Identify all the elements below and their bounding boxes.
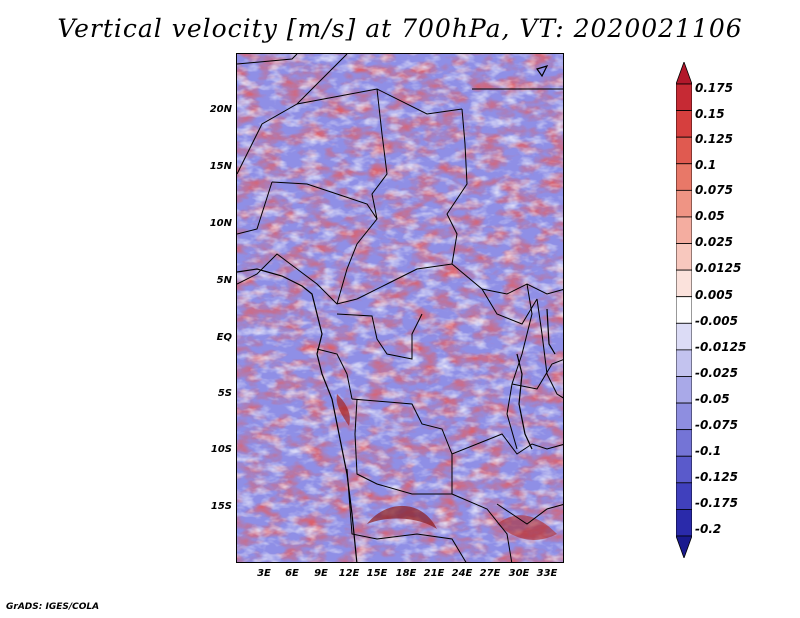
colorbar-segment bbox=[676, 455, 692, 484]
colorbar-label: -0.175 bbox=[695, 496, 738, 510]
colorbar-label: 0.1 bbox=[695, 158, 717, 172]
colorbar-segment bbox=[676, 136, 692, 165]
colorbar-label: 0.0125 bbox=[695, 261, 742, 275]
lon-label: 33E bbox=[536, 568, 558, 579]
chart-title: Vertical velocity [m/s] at 700hPa, VT: 2… bbox=[57, 14, 743, 43]
lon-label: 3E bbox=[257, 568, 271, 579]
colorbar-segment bbox=[676, 509, 692, 537]
lon-label: 21E bbox=[423, 568, 445, 579]
colorbar-segment bbox=[676, 189, 692, 218]
lat-label: 15S bbox=[210, 501, 232, 512]
colorbar-label: -0.125 bbox=[695, 470, 738, 484]
colorbar-label: 0.175 bbox=[695, 81, 733, 95]
colorbar-label: 0.025 bbox=[695, 235, 733, 249]
colorbar-segment bbox=[676, 535, 692, 558]
colorbar-label: -0.075 bbox=[695, 418, 738, 432]
lat-label: 10N bbox=[209, 218, 232, 229]
colorbar-segment bbox=[676, 322, 692, 351]
colorbar-segment bbox=[676, 269, 692, 298]
lon-label: 6E bbox=[285, 568, 299, 579]
colorbar-segment bbox=[676, 62, 692, 85]
colorbar-label: -0.05 bbox=[695, 392, 730, 406]
colorbar-label: 0.075 bbox=[695, 183, 733, 197]
colorbar-segment bbox=[676, 163, 692, 191]
lat-label: EQ bbox=[216, 332, 232, 343]
colorbar-label: -0.1 bbox=[695, 444, 722, 458]
colorbar-label: -0.025 bbox=[695, 366, 738, 380]
lon-label: 30E bbox=[508, 568, 530, 579]
map-panel bbox=[236, 53, 564, 563]
colorbar-label: 0.05 bbox=[695, 209, 725, 223]
velocity-field-map bbox=[237, 54, 563, 562]
lat-label: 10S bbox=[210, 444, 232, 455]
near-zero-velocity-field bbox=[237, 54, 563, 562]
credit-text: GrADS: IGES/COLA bbox=[6, 602, 100, 612]
lat-label: 5S bbox=[217, 388, 232, 399]
colorbar-segment bbox=[676, 482, 692, 510]
colorbar-label: -0.0125 bbox=[695, 340, 747, 354]
colorbar-segment bbox=[676, 296, 692, 324]
colorbar bbox=[676, 62, 692, 558]
colorbar-segment bbox=[676, 216, 692, 244]
strong-ascent-feature bbox=[497, 515, 557, 540]
colorbar-label: 0.15 bbox=[695, 107, 725, 121]
colorbar-label: -0.005 bbox=[695, 314, 738, 328]
colorbar-segment bbox=[676, 243, 692, 271]
colorbar-label: -0.2 bbox=[695, 522, 722, 536]
colorbar-segment bbox=[676, 83, 692, 111]
lon-label: 15E bbox=[366, 568, 388, 579]
lat-label: 20N bbox=[209, 104, 232, 115]
colorbar-segment bbox=[676, 429, 692, 457]
colorbar-label: 0.125 bbox=[695, 132, 733, 146]
country-borders bbox=[237, 54, 563, 562]
lon-label: 9E bbox=[314, 568, 328, 579]
coastline bbox=[237, 65, 556, 562]
strong-ascent-feature bbox=[336, 394, 350, 426]
colorbar-label: 0.005 bbox=[695, 288, 733, 302]
lon-label: 24E bbox=[451, 568, 473, 579]
colorbar-segment bbox=[676, 349, 692, 377]
colorbar-segment bbox=[676, 402, 692, 431]
lon-label: 27E bbox=[479, 568, 501, 579]
colorbar-segment bbox=[676, 110, 692, 138]
lat-label: 15N bbox=[209, 161, 232, 172]
lon-label: 18E bbox=[395, 568, 417, 579]
lat-label: 5N bbox=[216, 275, 232, 286]
colorbar-segment bbox=[676, 376, 692, 404]
lon-label: 12E bbox=[338, 568, 360, 579]
strong-ascent-feature bbox=[367, 505, 437, 529]
